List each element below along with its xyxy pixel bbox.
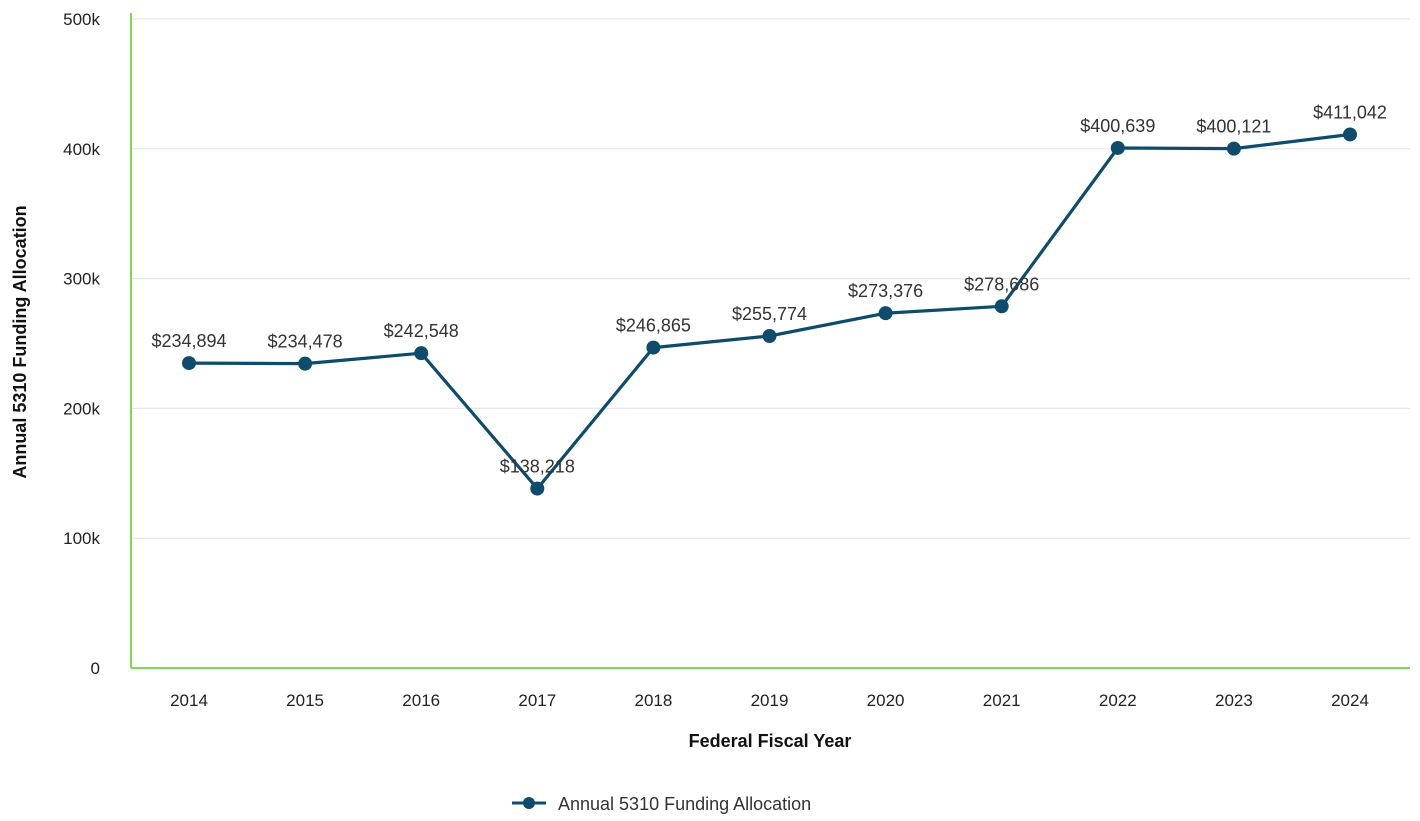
y-tick-label-400k: 400k bbox=[63, 140, 100, 159]
x-tick-label-2016: 2016 bbox=[402, 691, 440, 710]
data-label-2018: $246,865 bbox=[616, 316, 691, 336]
gridlines bbox=[131, 18, 1410, 539]
data-label-2015: $234,478 bbox=[268, 332, 343, 352]
x-tick-label-2024: 2024 bbox=[1331, 691, 1369, 710]
x-tick-label-2019: 2019 bbox=[751, 691, 789, 710]
y-axis-title: Annual 5310 Funding Allocation bbox=[10, 205, 30, 478]
data-point-2014 bbox=[182, 356, 196, 371]
axes bbox=[130, 13, 1410, 669]
y-tick-label-200k: 200k bbox=[63, 399, 100, 418]
x-tick-label-2014: 2014 bbox=[170, 691, 208, 710]
data-label-2021: $278,686 bbox=[964, 274, 1039, 294]
legend-marker-swatch bbox=[523, 797, 535, 809]
data-label-2017: $138,218 bbox=[500, 457, 575, 477]
data-label-2022: $400,639 bbox=[1080, 116, 1155, 136]
x-tick-label-2015: 2015 bbox=[286, 691, 324, 710]
legend-label: Annual 5310 Funding Allocation bbox=[558, 794, 811, 814]
x-axis-title: Federal Fiscal Year bbox=[689, 731, 852, 751]
data-point-2024 bbox=[1343, 127, 1357, 142]
data-label-2023: $400,121 bbox=[1196, 117, 1271, 137]
data-label-2019: $255,774 bbox=[732, 304, 807, 324]
x-tick-label-2018: 2018 bbox=[634, 691, 672, 710]
data-point-2023 bbox=[1226, 141, 1241, 156]
x-tick-label-2020: 2020 bbox=[867, 691, 905, 710]
data-point-2018 bbox=[646, 340, 661, 355]
data-label-2020: $273,376 bbox=[848, 281, 923, 301]
data-label-2024: $411,042 bbox=[1313, 102, 1387, 122]
y-tick-label-300k: 300k bbox=[63, 270, 100, 289]
y-tick-label-100k: 100k bbox=[63, 529, 100, 548]
data-point-2017 bbox=[530, 481, 545, 496]
data-point-2019 bbox=[762, 329, 777, 344]
data-label-2014: $234,894 bbox=[151, 331, 226, 351]
x-tick-label-2017: 2017 bbox=[518, 691, 556, 710]
x-tick-label-2023: 2023 bbox=[1215, 691, 1253, 710]
data-point-2022 bbox=[1110, 140, 1125, 155]
data-points bbox=[182, 127, 1357, 496]
y-tick-label-500k: 500k bbox=[63, 10, 100, 29]
x-tick-label-2021: 2021 bbox=[983, 691, 1021, 710]
data-label-2016: $242,548 bbox=[384, 321, 459, 341]
y-tick-labels: 0 100k 200k 300k 400k 500k bbox=[63, 10, 100, 678]
data-point-2021 bbox=[994, 299, 1009, 314]
x-tick-labels: 2014 2015 2016 2017 2018 2019 2020 2021 2022 2023… bbox=[170, 691, 1369, 710]
data-point-2020 bbox=[878, 306, 893, 321]
x-tick-label-2022: 2022 bbox=[1099, 691, 1137, 710]
legend[interactable]: Annual 5310 Funding Allocation bbox=[512, 794, 811, 814]
data-labels: $234,894 $234,478 $242,548 $138,218 $246,865… bbox=[151, 102, 1386, 476]
data-point-2015 bbox=[298, 356, 313, 371]
y-tick-label-0: 0 bbox=[91, 659, 100, 678]
data-point-2016 bbox=[414, 346, 429, 361]
